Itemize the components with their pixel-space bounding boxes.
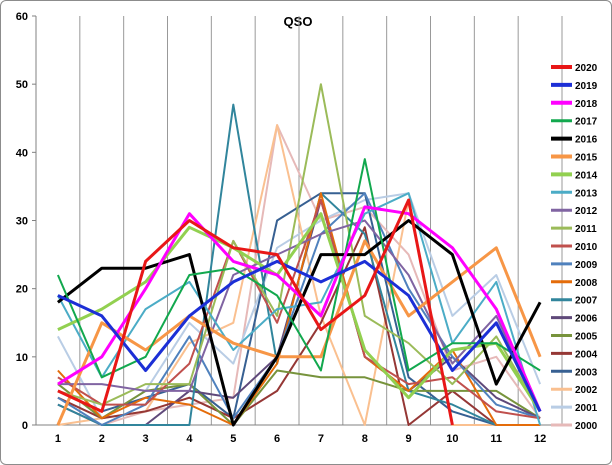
legend-label-2008: 2008: [575, 278, 598, 289]
y-tick-label: 30: [16, 216, 28, 228]
legend-label-2010: 2010: [575, 242, 598, 253]
series-line-2000: [57, 124, 541, 426]
series-line-2005: [57, 369, 541, 426]
x-tick-label: 8: [362, 433, 368, 445]
x-tick-label: 10: [446, 433, 458, 445]
legend-label-2005: 2005: [575, 332, 598, 343]
x-tick-label: 11: [490, 433, 502, 445]
legend-label-2014: 2014: [575, 170, 598, 181]
x-tick-label: 6: [274, 433, 280, 445]
x-tick-label: 4: [186, 433, 193, 445]
series-line-2019: [57, 259, 542, 413]
series-line-2016: [56, 219, 542, 427]
x-tick-label: 3: [143, 433, 149, 445]
legend-label-2018: 2018: [575, 99, 598, 110]
series-line-2010: [57, 199, 541, 420]
series-line-2020: [57, 198, 454, 426]
legend-label-2006: 2006: [575, 314, 598, 325]
legend-label-2011: 2011: [575, 224, 597, 235]
chart-title: QSO: [284, 14, 313, 29]
y-tick-label: 10: [16, 352, 28, 364]
legend-label-2007: 2007: [575, 296, 598, 307]
y-tick-label: 40: [16, 147, 28, 159]
y-tick-label: 0: [22, 420, 28, 432]
x-tick-label: 1: [55, 433, 61, 445]
x-tick-label: 7: [318, 433, 324, 445]
legend-label-2019: 2019: [575, 81, 598, 92]
legend-label-2000: 2000: [575, 421, 598, 432]
legend-label-2009: 2009: [575, 260, 598, 271]
x-tick-label: 9: [406, 433, 412, 445]
x-tick-label: 12: [534, 433, 546, 445]
series-line-2018: [57, 205, 542, 412]
series-line-2003: [57, 192, 541, 426]
legend-label-2020: 2020: [575, 63, 598, 74]
series-line-2011: [57, 83, 541, 412]
y-tick-label: 20: [16, 284, 28, 296]
legend-label-2016: 2016: [575, 135, 598, 146]
y-tick-label: 60: [16, 11, 28, 23]
legend-label-2015: 2015: [575, 153, 598, 164]
y-tick-label: 50: [16, 79, 28, 91]
legend-label-2003: 2003: [575, 367, 598, 378]
legend-label-2017: 2017: [575, 117, 598, 128]
x-tick-label: 5: [230, 433, 236, 445]
legend: 2020 2019 2018 2017 2016 2015 2014 2013 2012 2011…: [551, 63, 598, 432]
legend-label-2004: 2004: [575, 349, 598, 360]
legend-label-2012: 2012: [575, 206, 598, 217]
legend-label-2002: 2002: [575, 385, 598, 396]
x-tick-label: 2: [99, 433, 105, 445]
legend-label-2001: 2001: [575, 403, 598, 414]
legend-label-2013: 2013: [575, 188, 598, 199]
